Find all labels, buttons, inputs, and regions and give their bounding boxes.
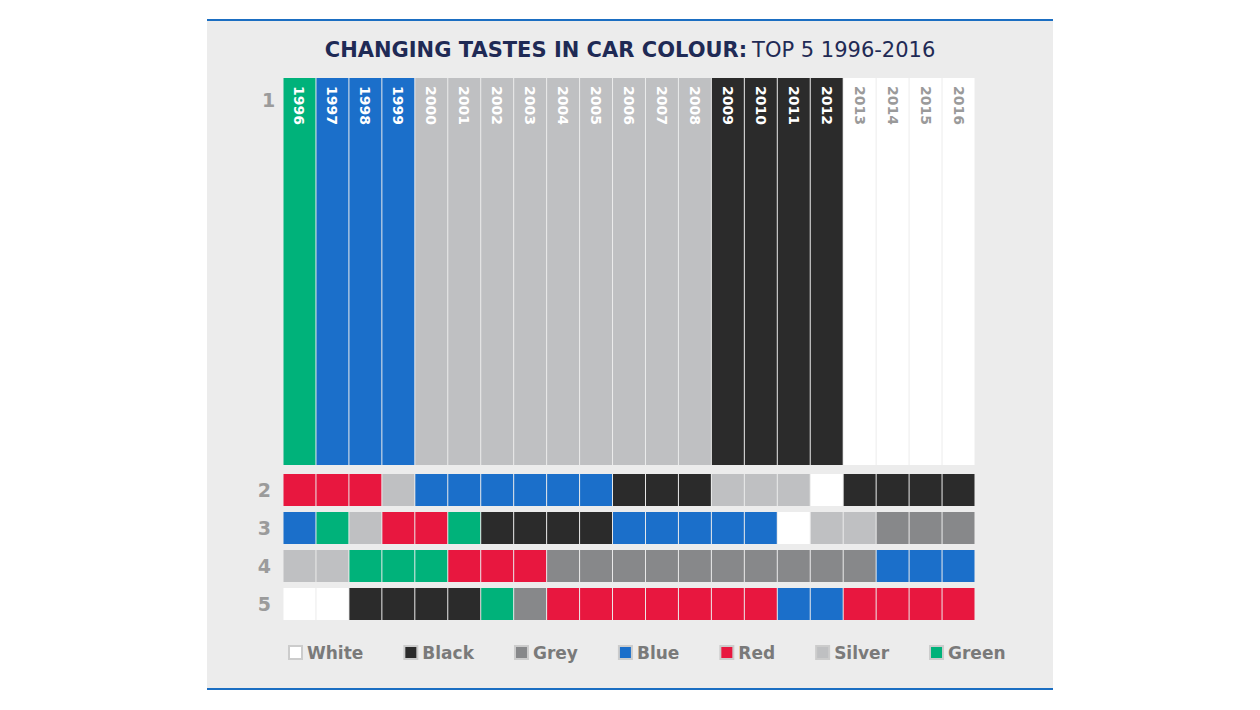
svg-text:1998: 1998 [357,86,373,125]
svg-text:2000: 2000 [423,86,439,125]
svg-text:Black: Black [422,643,474,663]
svg-text:Red: Red [738,643,775,663]
svg-text:2002: 2002 [489,86,505,125]
svg-text:1997: 1997 [324,86,340,125]
svg-text:2015: 2015 [918,86,934,125]
svg-text:2012: 2012 [819,86,835,125]
svg-text:2003: 2003 [522,86,538,125]
svg-text:2005: 2005 [588,86,604,125]
svg-text:2006: 2006 [621,86,637,125]
svg-text:2008: 2008 [687,86,703,125]
svg-text:3: 3 [258,517,271,539]
svg-text:2014: 2014 [885,86,901,125]
svg-text:Blue: Blue [637,643,679,663]
svg-text:1996: 1996 [291,86,307,125]
svg-text:Green: Green [948,643,1006,663]
svg-text:1999: 1999 [390,86,406,125]
svg-text:2010: 2010 [753,86,769,125]
svg-text:Silver: Silver [834,643,890,663]
svg-text:2001: 2001 [456,86,472,125]
svg-text:White: White [307,643,363,663]
svg-text:Grey: Grey [533,643,578,663]
svg-text:2004: 2004 [555,86,571,125]
svg-text:TOP 5 1996-2016: TOP 5 1996-2016 [751,38,935,62]
svg-text:2009: 2009 [720,86,736,125]
svg-text:1: 1 [262,89,275,111]
svg-text:CHANGING TASTES IN CAR COLOUR:: CHANGING TASTES IN CAR COLOUR: [325,38,747,62]
svg-text:2016: 2016 [951,86,967,125]
svg-text:2: 2 [258,479,271,501]
svg-text:2007: 2007 [654,86,670,125]
svg-text:4: 4 [258,555,271,577]
svg-text:2011: 2011 [786,86,802,125]
svg-text:2013: 2013 [852,86,868,125]
svg-text:5: 5 [258,593,271,615]
